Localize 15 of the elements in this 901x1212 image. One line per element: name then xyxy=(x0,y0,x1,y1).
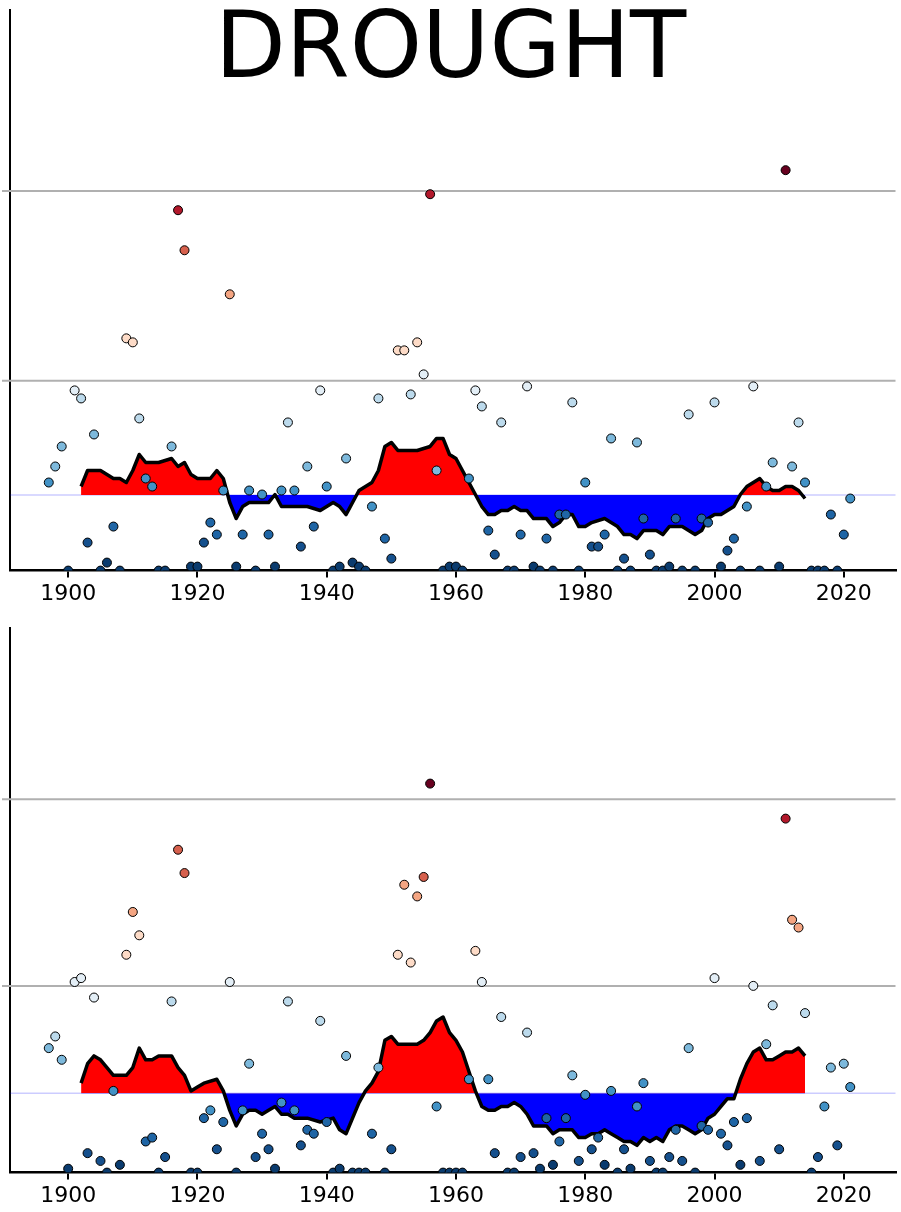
x-tick-label: 2000 xyxy=(686,579,743,605)
x-tick-label: 1900 xyxy=(40,1181,97,1207)
x-tick-label: 1940 xyxy=(298,1181,355,1207)
x-tick-label: 1960 xyxy=(427,1181,484,1207)
x-tick-label: 1940 xyxy=(298,579,355,605)
x-tick-label: 2000 xyxy=(686,1181,743,1207)
x-tick-label: 1980 xyxy=(557,579,614,605)
x-tick-label: 2020 xyxy=(815,579,872,605)
x-tick-label: 1900 xyxy=(40,579,97,605)
chart-title: DROUGHT xyxy=(213,0,688,99)
x-tick-label: 1960 xyxy=(427,579,484,605)
x-tick-label: 1920 xyxy=(169,1181,226,1207)
x-tick-label: 2020 xyxy=(815,1181,872,1207)
x-tick-label: 1920 xyxy=(169,579,226,605)
x-tick-label: 1980 xyxy=(557,1181,614,1207)
